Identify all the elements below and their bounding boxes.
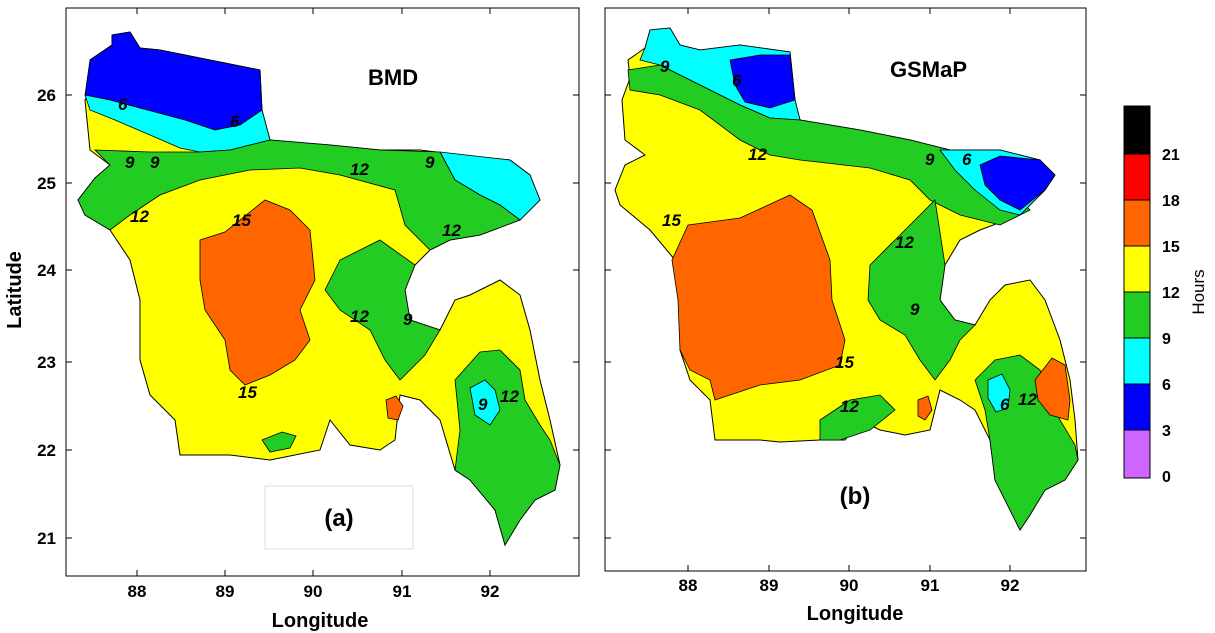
contour-label: 9 bbox=[150, 153, 160, 172]
contour-label: 9 bbox=[478, 395, 488, 414]
lat-tick-label: 21 bbox=[37, 529, 56, 548]
lon-tick-label: 91 bbox=[921, 576, 940, 595]
contour-label: 9 bbox=[910, 300, 920, 319]
zone-15-18 bbox=[671, 194, 846, 401]
contour-label: 12 bbox=[130, 207, 149, 226]
lon-tick-label: 89 bbox=[760, 576, 779, 595]
contour-label: 9 bbox=[403, 310, 413, 329]
panel-title: BMD bbox=[368, 65, 418, 90]
legend-swatch bbox=[1123, 429, 1151, 479]
zone-6-9-se bbox=[469, 379, 501, 426]
lat-tick-label: 22 bbox=[37, 441, 56, 460]
legend-label: 15 bbox=[1162, 239, 1180, 256]
island-orange bbox=[385, 395, 404, 421]
map-bmd: 6 6 9 9 12 9 12 15 12 9 15 9 12 12 bbox=[77, 31, 561, 547]
panel-bmd: 6 6 9 9 12 9 12 15 12 9 15 9 12 12 bbox=[4, 7, 580, 632]
x-axis-title: Longitude bbox=[807, 603, 904, 625]
contour-label: 9 bbox=[125, 153, 135, 172]
panel-title: GSMaP bbox=[890, 57, 967, 82]
panel-tag: (a) bbox=[324, 505, 353, 532]
legend-swatch bbox=[1123, 105, 1151, 155]
contour-label: 12 bbox=[350, 160, 369, 179]
contour-label: 12 bbox=[840, 397, 859, 416]
lat-tick-label: 26 bbox=[37, 86, 56, 105]
contour-label: 9 bbox=[660, 57, 670, 76]
lon-tick-label: 90 bbox=[840, 576, 859, 595]
panel-tag: (b) bbox=[840, 483, 871, 510]
color-legend: 21 18 15 12 9 6 3 0 Hours bbox=[1123, 105, 1208, 486]
lat-tick-label: 25 bbox=[37, 174, 56, 193]
zone-15-18-se bbox=[1034, 357, 1071, 421]
contour-label: 6 bbox=[230, 112, 240, 131]
panel-gsmap: 9 6 12 9 6 15 12 9 15 12 6 12 88 89 90 9… bbox=[604, 7, 1087, 625]
contour-label: 12 bbox=[895, 233, 914, 252]
island-green bbox=[261, 431, 297, 453]
legend-label: 3 bbox=[1162, 423, 1171, 440]
lat-tick-label: 24 bbox=[37, 261, 56, 280]
contour-label: 15 bbox=[232, 211, 251, 230]
x-axis-title: Longitude bbox=[272, 610, 369, 632]
lat-tick-label: 23 bbox=[37, 353, 56, 372]
legend-label: 21 bbox=[1162, 147, 1180, 164]
contour-label: 6 bbox=[118, 95, 128, 114]
ticks bbox=[605, 8, 1086, 571]
zone-3-6-ne bbox=[979, 155, 1056, 211]
lon-tick-label: 88 bbox=[128, 582, 147, 601]
legend-swatch bbox=[1123, 383, 1151, 431]
y-axis-title: Latitude bbox=[4, 251, 26, 329]
zone-15-18 bbox=[199, 199, 316, 386]
legend-label: 6 bbox=[1162, 377, 1171, 394]
legend-label: 12 bbox=[1162, 285, 1180, 302]
island-orange bbox=[917, 395, 933, 421]
contour-label: 9 bbox=[925, 150, 935, 169]
legend-swatch bbox=[1123, 153, 1151, 201]
lon-tick-label: 88 bbox=[679, 576, 698, 595]
legend-label: 18 bbox=[1162, 193, 1180, 210]
lon-tick-label: 90 bbox=[304, 582, 323, 601]
zone-6-9-se bbox=[987, 373, 1011, 413]
legend-label: 9 bbox=[1162, 331, 1171, 348]
contour-label: 12 bbox=[500, 387, 519, 406]
contour-label: 12 bbox=[1018, 390, 1037, 409]
legend-swatch bbox=[1123, 291, 1151, 339]
contour-label: 15 bbox=[238, 383, 257, 402]
lon-tick-label: 89 bbox=[216, 582, 235, 601]
contour-label: 12 bbox=[350, 307, 369, 326]
contour-label: 12 bbox=[748, 145, 767, 164]
plot-frame bbox=[65, 7, 580, 577]
contour-label: 9 bbox=[425, 153, 435, 172]
zone-9-12-se bbox=[454, 349, 561, 546]
island-green bbox=[819, 394, 896, 441]
plot-frame bbox=[604, 7, 1087, 572]
legend-title: Hours bbox=[1189, 269, 1208, 314]
zone-3-6 bbox=[729, 54, 796, 109]
legend-label: 0 bbox=[1162, 469, 1171, 486]
contour-label: 15 bbox=[835, 353, 854, 372]
lon-tick-label: 92 bbox=[481, 582, 500, 601]
zone-9-12-east bbox=[867, 199, 976, 381]
zone-9-12 bbox=[77, 139, 521, 251]
legend-swatch bbox=[1123, 199, 1151, 247]
zone-9-12-east bbox=[324, 239, 441, 381]
contour-label: 12 bbox=[442, 221, 461, 240]
legend-swatch bbox=[1123, 337, 1151, 385]
contour-label: 15 bbox=[662, 211, 681, 230]
contour-label: 6 bbox=[1000, 395, 1010, 414]
legend-swatch bbox=[1123, 245, 1151, 293]
zone-9-12 bbox=[627, 64, 1031, 226]
contour-label: 6 bbox=[962, 150, 972, 169]
panel-tag-box bbox=[264, 485, 414, 550]
lon-tick-label: 92 bbox=[1001, 576, 1020, 595]
ticks bbox=[66, 8, 579, 576]
lon-tick-label: 91 bbox=[393, 582, 412, 601]
map-gsmap: 9 6 12 9 6 15 12 9 15 12 6 12 bbox=[614, 27, 1079, 531]
contour-label: 6 bbox=[732, 71, 742, 90]
